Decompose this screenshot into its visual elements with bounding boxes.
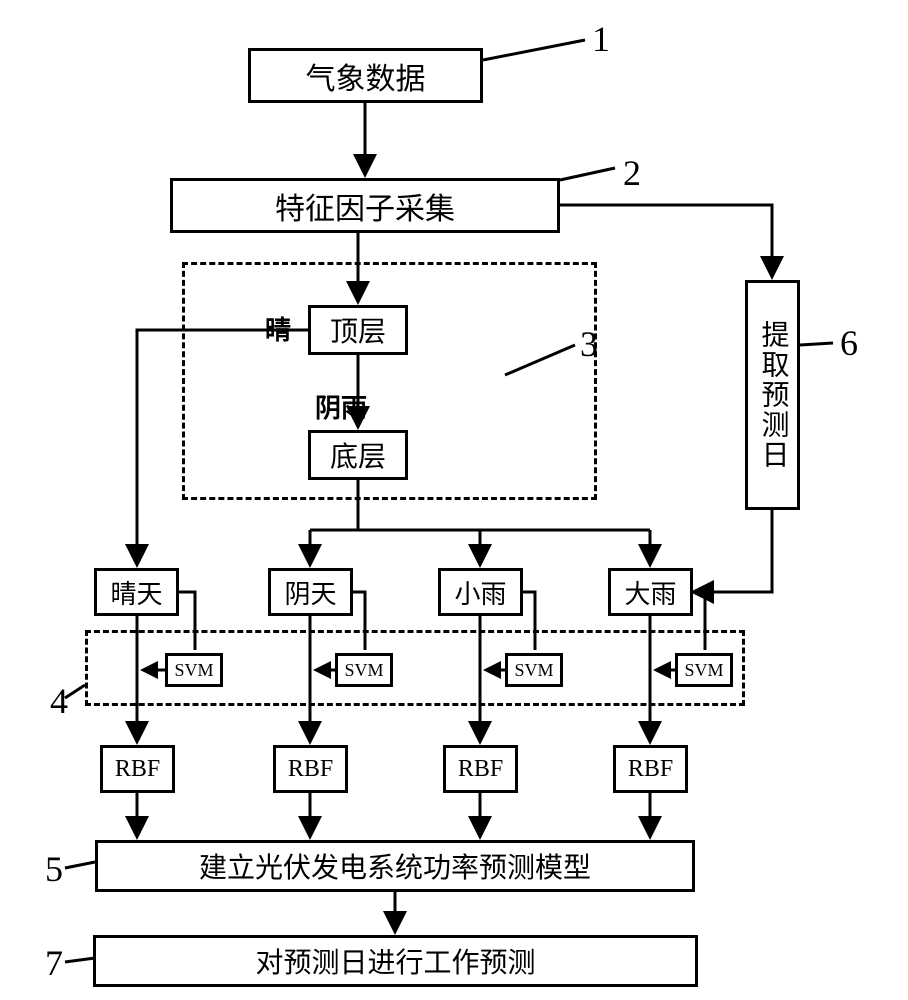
box-label: 建立光伏发电系统功率预测模型: [199, 846, 591, 886]
box-label: SVM: [174, 660, 213, 681]
box-label: 对预测日进行工作预测: [255, 941, 535, 981]
box-label: 晴天: [110, 574, 162, 611]
box-label: 气象数据: [306, 54, 426, 98]
box-label: RBF: [288, 756, 333, 783]
box-label: 阴天: [284, 574, 336, 611]
box-label: 大雨: [624, 574, 676, 611]
box-label: 底层: [330, 435, 386, 475]
box-rbf-4: RBF: [613, 745, 688, 793]
box-heavy-rain: 大雨: [608, 568, 693, 616]
box-sunny: 晴天: [94, 568, 179, 616]
box-svm-3: SVM: [505, 653, 563, 687]
box-svm-4: SVM: [675, 653, 733, 687]
label-7: 7: [45, 942, 63, 984]
flowchart-diagram: 气象数据 特征因子采集 顶层 底层 晴天 阴天 小雨 大雨 SVM SVM SV…: [0, 0, 908, 1000]
box-meteorological-data: 气象数据: [248, 48, 483, 103]
box-svm-1: SVM: [165, 653, 223, 687]
label-4: 4: [50, 680, 68, 722]
box-rbf-2: RBF: [273, 745, 348, 793]
box-rbf-3: RBF: [443, 745, 518, 793]
box-svm-2: SVM: [335, 653, 393, 687]
box-label: SVM: [514, 660, 553, 681]
box-rbf-1: RBF: [100, 745, 175, 793]
box-label: SVM: [344, 660, 383, 681]
label-3: 3: [580, 323, 598, 365]
box-extract-day: 提取预测日: [745, 280, 800, 510]
box-label: SVM: [684, 660, 723, 681]
box-label: RBF: [458, 756, 503, 783]
box-label: RBF: [115, 756, 160, 783]
box-top-layer: 顶层: [308, 305, 408, 355]
box-label: 特征因子采集: [275, 184, 455, 228]
label-5: 5: [45, 848, 63, 890]
box-build-model: 建立光伏发电系统功率预测模型: [95, 840, 695, 892]
box-predict-work: 对预测日进行工作预测: [93, 935, 698, 987]
label-1: 1: [592, 18, 610, 60]
label-2: 2: [623, 152, 641, 194]
box-label: RBF: [628, 756, 673, 783]
label-sunny: 晴: [265, 310, 291, 347]
box-label: 顶层: [330, 310, 386, 350]
box-feature-collection: 特征因子采集: [170, 178, 560, 233]
label-6: 6: [840, 322, 858, 364]
box-label: 小雨: [454, 574, 506, 611]
box-label: 提取预测日: [753, 320, 793, 470]
label-rainy: 阴雨: [315, 388, 367, 425]
box-cloudy: 阴天: [268, 568, 353, 616]
box-light-rain: 小雨: [438, 568, 523, 616]
box-bottom-layer: 底层: [308, 430, 408, 480]
